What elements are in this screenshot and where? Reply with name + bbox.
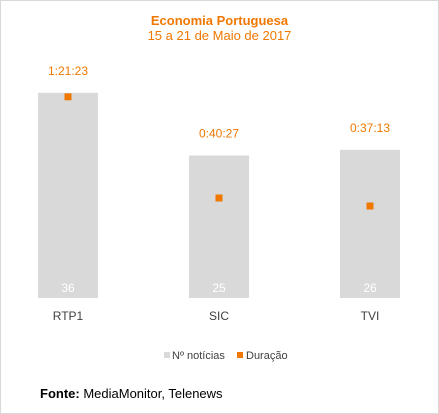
duration-label: 0:37:13 [350,121,390,135]
bar-value-label: 26 [363,281,377,295]
duration-marker [64,93,72,101]
bar-sic [189,155,249,298]
legend-swatch-noticias [164,352,170,358]
x-tick-label: SIC [209,309,229,323]
legend-swatch-duracao [237,352,243,358]
duration-marker [215,194,223,202]
duration-label: 1:21:23 [48,64,88,78]
source-label: Fonte: [40,386,80,401]
x-tick-label: TVI [361,309,380,323]
legend-label-duracao: Duração [246,350,288,362]
chart-title: Economia Portuguesa [150,13,289,28]
source-text: MediaMonitor, Telenews [79,386,223,401]
duration-label: 0:40:27 [199,127,239,141]
bar-rtp1 [38,92,98,298]
chart-subtitle: 15 a 21 de Maio de 2017 [147,28,292,43]
bar-value-label: 36 [61,281,75,295]
source-note: Fonte: MediaMonitor, Telenews [40,386,223,401]
duration-marker [366,202,374,210]
bar-tvi [340,149,400,298]
x-tick-label: RTP1 [53,309,84,323]
legend-label-noticias: Nº notícias [172,350,225,362]
bar-value-label: 25 [212,281,226,295]
